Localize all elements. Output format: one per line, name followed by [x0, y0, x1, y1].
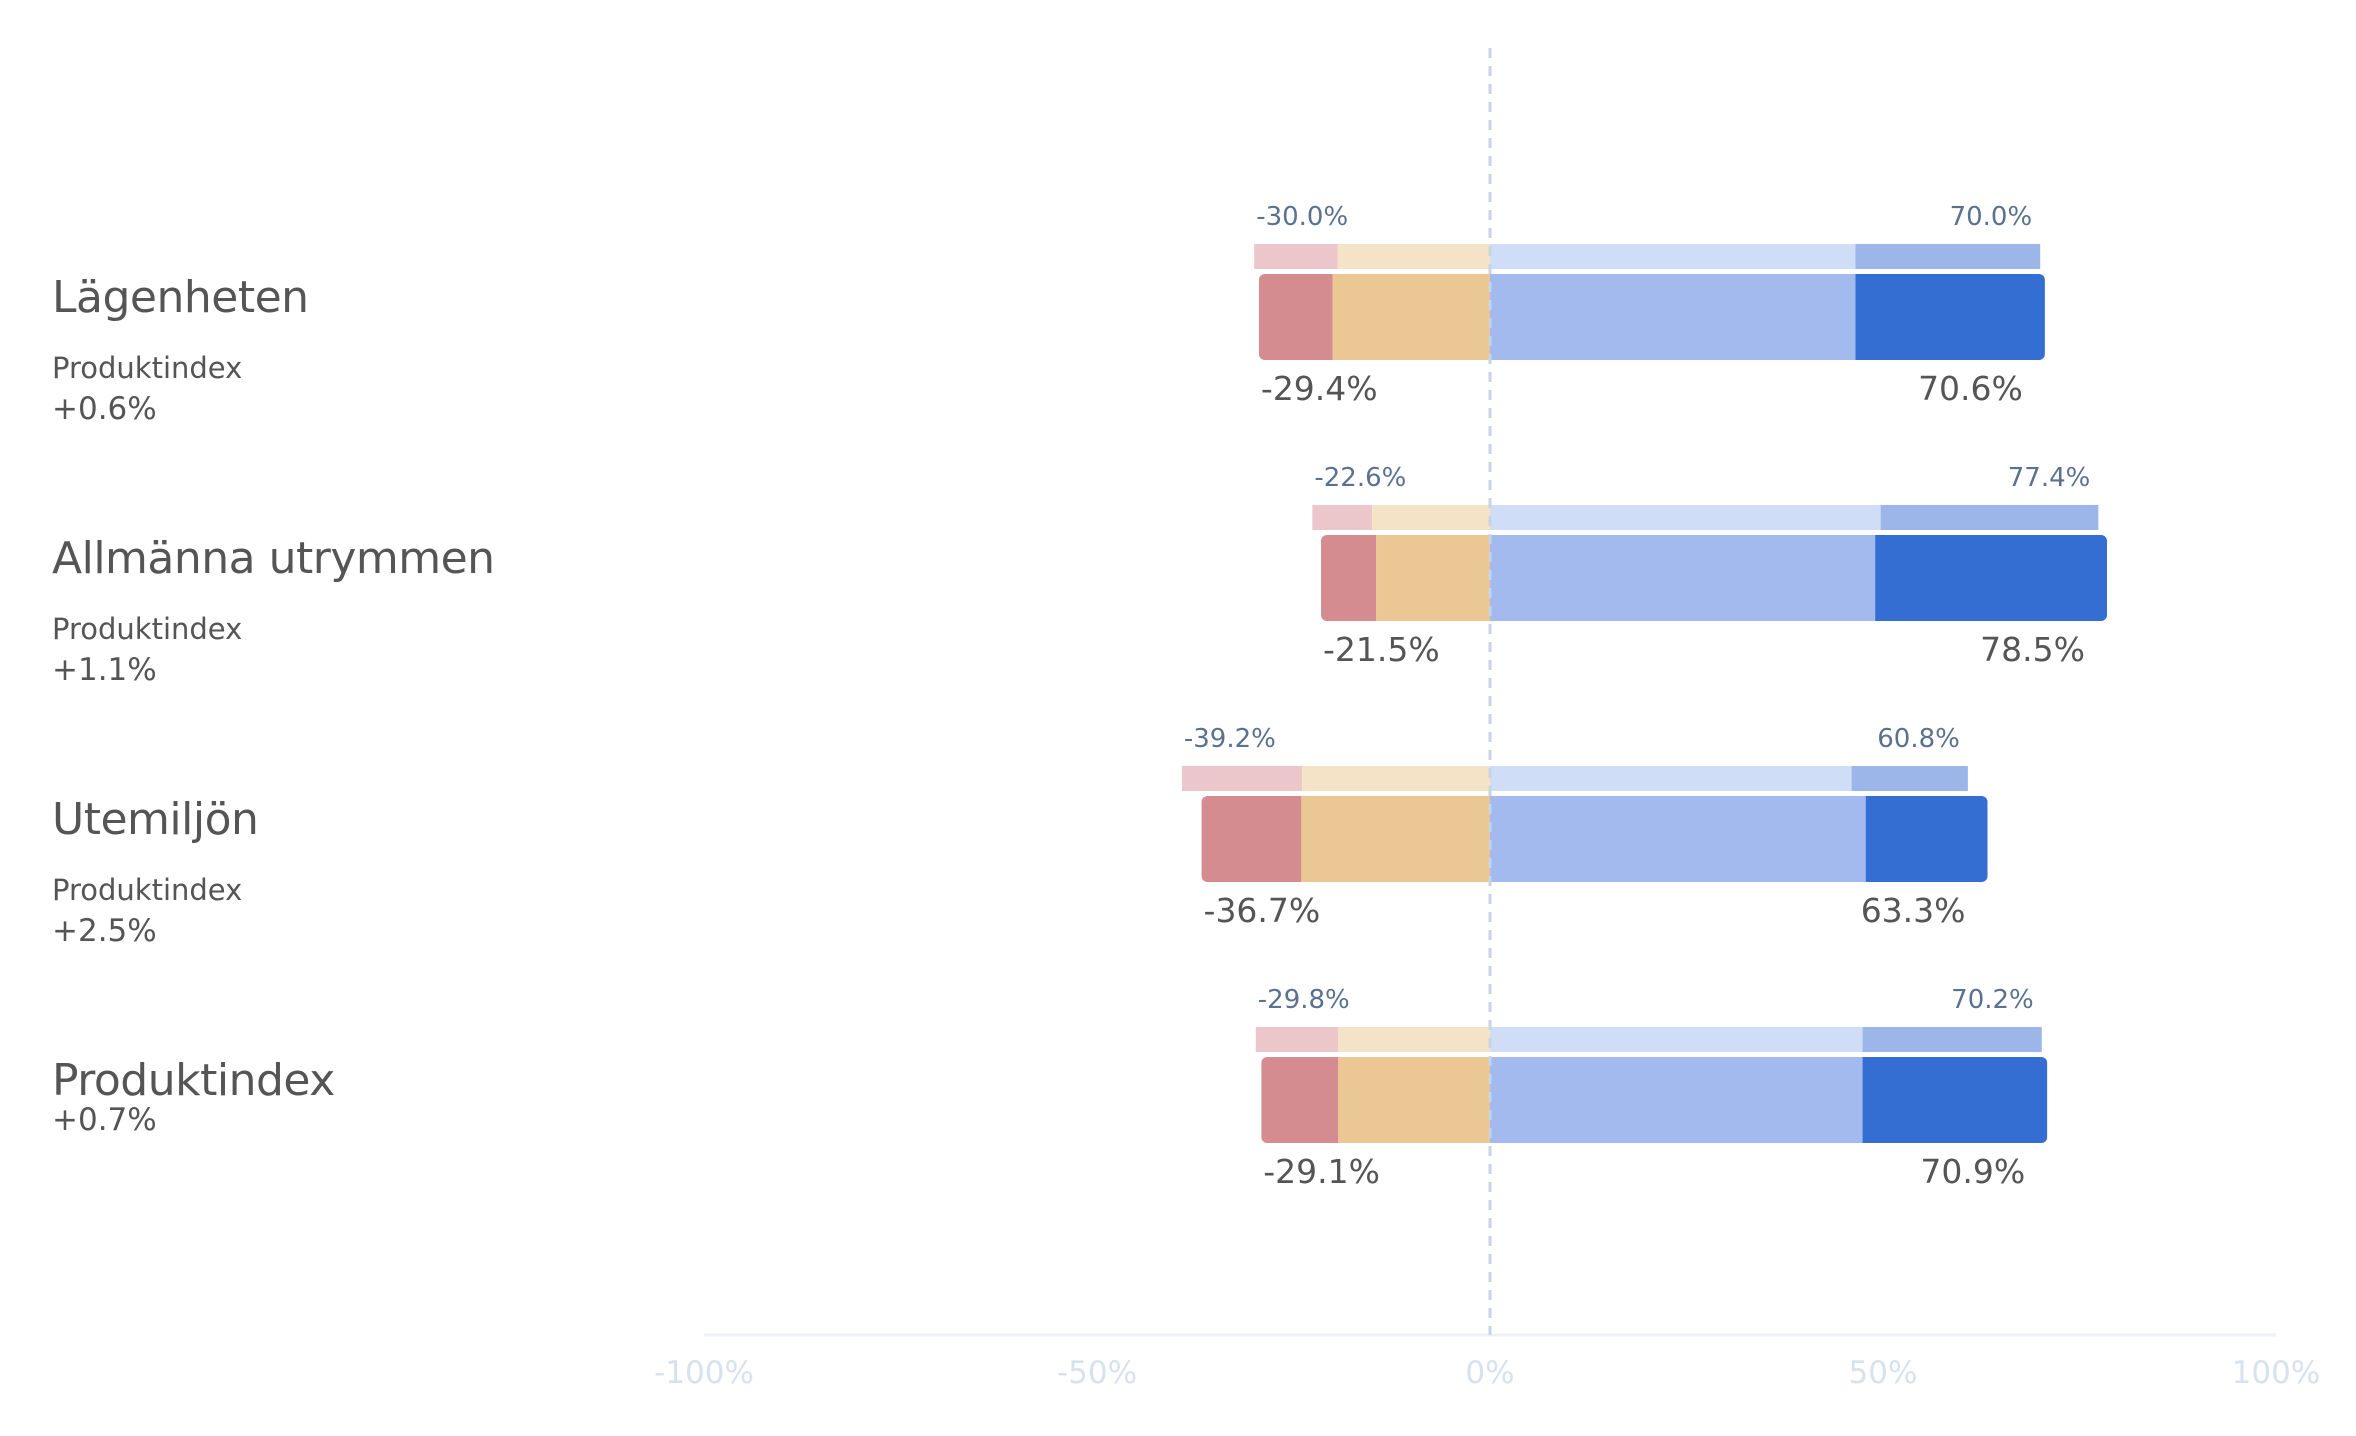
reference-bar-strong-negative-segment: [1312, 505, 1373, 530]
row-title: Utemiljön: [52, 794, 259, 845]
reference-bar-strong-negative-segment: [1181, 766, 1303, 791]
main-bar-strong-negative-segment: [1201, 796, 1302, 882]
reference-bar-strong-positive-segment: [1880, 505, 2099, 530]
x-tick-label: 50%: [1849, 1355, 1918, 1391]
row-label-produktindex: Produktindex +0.7%: [52, 1055, 652, 1138]
reference-negative-label: -30.0%: [1256, 202, 1348, 232]
main-bar-positive-segment: [1490, 535, 1876, 621]
main-bar-positive-segment: [1490, 274, 1856, 360]
row-sub-value: +1.1%: [52, 652, 157, 688]
row-sub-label: Produktindex: [52, 612, 243, 646]
reference-bar-positive-segment: [1490, 766, 1852, 791]
main-bar: [1201, 796, 1988, 882]
main-bar-strong-positive-segment: [1862, 1057, 2048, 1143]
reference-bar-negative-segment: [1372, 505, 1490, 530]
x-tick-label: -100%: [654, 1355, 754, 1391]
main-bar: [1321, 535, 2108, 621]
reference-positive-label: 70.0%: [1950, 202, 2033, 232]
main-bar-strong-positive-segment: [1855, 274, 2045, 360]
main-bar: [1261, 1057, 2048, 1143]
x-tick-label: 0%: [1465, 1355, 1514, 1391]
reference-bar-negative-segment: [1337, 244, 1490, 269]
main-bar-strong-positive-segment: [1865, 796, 1988, 882]
row-label-utemiljon: Utemiljön Produktindex +2.5%: [52, 794, 652, 949]
reference-positive-label: 77.4%: [2008, 463, 2091, 493]
main-bar-strong-negative-segment: [1321, 535, 1377, 621]
main-bar-positive-segment: [1490, 796, 1866, 882]
reference-bar-strong-negative-segment: [1255, 1027, 1339, 1052]
reference-negative-label: -29.8%: [1258, 985, 1350, 1015]
x-tick-label: -50%: [1057, 1355, 1137, 1391]
reference-bar-strong-negative-segment: [1254, 244, 1338, 269]
main-positive-label: 63.3%: [1861, 891, 1966, 930]
row-sub-value: +0.6%: [52, 391, 157, 427]
reference-bar-strong-positive-segment: [1855, 244, 2041, 269]
reference-bar-negative-segment: [1338, 1027, 1490, 1052]
reference-bar-positive-segment: [1490, 244, 1856, 269]
main-bar-positive-segment: [1490, 1057, 1863, 1143]
reference-positive-label: 60.8%: [1877, 724, 1960, 754]
main-bar-strong-negative-segment: [1261, 1057, 1339, 1143]
row-label-lagenheten: Lägenheten Produktindex +0.6%: [52, 272, 652, 427]
main-positive-label: 70.9%: [1920, 1152, 2025, 1191]
reference-bar-positive-segment: [1490, 1027, 1863, 1052]
reference-bar-strong-positive-segment: [1862, 1027, 2042, 1052]
row-title: Allmänna utrymmen: [52, 533, 495, 584]
main-negative-label: -29.4%: [1261, 369, 1378, 408]
reference-bar-negative-segment: [1302, 766, 1490, 791]
reference-positive-label: 70.2%: [1951, 985, 2034, 1015]
reference-negative-label: -22.6%: [1314, 463, 1406, 493]
reference-bar-strong-positive-segment: [1851, 766, 1968, 791]
x-tick-label: 100%: [2232, 1355, 2321, 1391]
main-bar-negative-segment: [1376, 535, 1490, 621]
main-negative-label: -21.5%: [1323, 630, 1440, 669]
row-title: Lägenheten: [52, 272, 309, 323]
main-bar-negative-segment: [1301, 796, 1490, 882]
row-title: Produktindex: [52, 1055, 335, 1106]
main-positive-label: 70.6%: [1918, 369, 2023, 408]
reference-bar-positive-segment: [1490, 505, 1881, 530]
row-sub-label: Produktindex: [52, 873, 243, 907]
row-sub-value: +0.7%: [52, 1102, 157, 1138]
main-bar-negative-segment: [1338, 1057, 1490, 1143]
main-negative-label: -36.7%: [1204, 891, 1321, 930]
main-bar-strong-positive-segment: [1875, 535, 2108, 621]
main-bar-negative-segment: [1332, 274, 1490, 360]
main-bar: [1258, 274, 2045, 360]
main-negative-label: -29.1%: [1263, 1152, 1380, 1191]
row-sub-label: Produktindex: [52, 351, 243, 385]
row-label-allmanna-utrymmen: Allmänna utrymmen Produktindex +1.1%: [52, 533, 652, 688]
main-positive-label: 78.5%: [1980, 630, 2085, 669]
main-bar-strong-negative-segment: [1258, 274, 1333, 360]
reference-negative-label: -39.2%: [1184, 724, 1276, 754]
row-sub-value: +2.5%: [52, 913, 157, 949]
